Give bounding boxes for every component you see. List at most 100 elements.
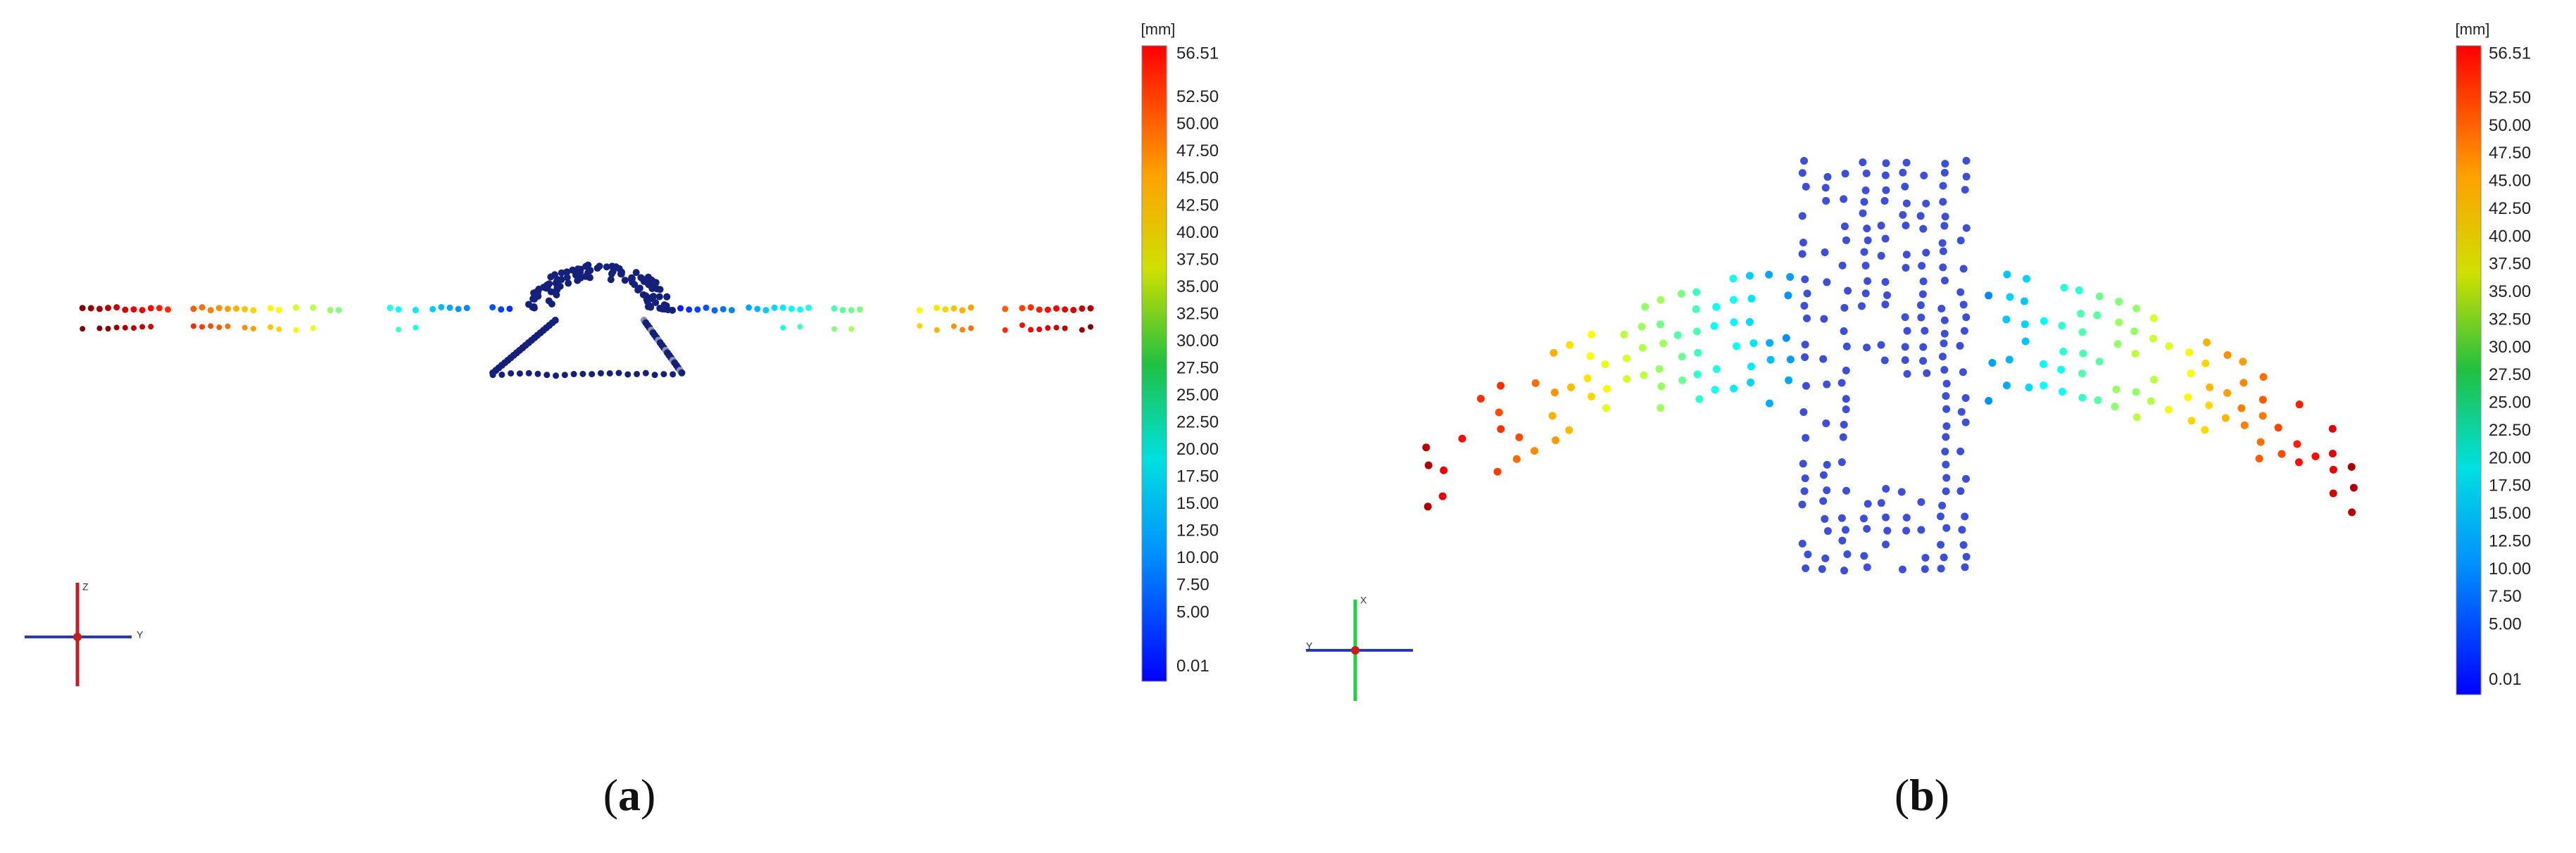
point	[1956, 288, 1965, 296]
point	[516, 370, 523, 377]
point	[2115, 318, 2123, 327]
point	[569, 266, 577, 274]
point	[1711, 386, 1719, 394]
point	[96, 325, 103, 331]
colorbar-label: 32.50	[2489, 310, 2531, 329]
point	[621, 277, 629, 284]
point	[848, 307, 855, 314]
colorbar-label: 52.50	[1176, 87, 1219, 106]
point	[1587, 392, 1595, 400]
point	[1918, 290, 1927, 298]
point	[1942, 392, 1950, 400]
point	[545, 297, 553, 305]
point	[1919, 277, 1928, 286]
point	[1881, 278, 1890, 286]
colorbar-label: 56.51	[2489, 44, 2531, 63]
point	[916, 307, 923, 314]
point	[327, 307, 334, 314]
colorbar-unit: [mm]	[1141, 20, 1176, 38]
point	[241, 305, 249, 312]
point	[1985, 291, 1993, 300]
point	[130, 325, 137, 331]
point	[1710, 322, 1719, 330]
point	[1940, 277, 1949, 285]
point	[1766, 355, 1775, 364]
point	[293, 327, 299, 334]
point	[1657, 296, 1665, 304]
point	[2060, 284, 2068, 292]
point	[677, 305, 684, 312]
point	[1840, 567, 1849, 575]
point	[113, 304, 120, 311]
point	[746, 304, 753, 311]
point	[2184, 393, 2192, 402]
point	[2132, 304, 2141, 312]
point	[1799, 239, 1807, 247]
point	[2311, 452, 2320, 460]
point	[2295, 400, 2304, 409]
point	[1883, 526, 1892, 535]
colorbar-label: 22.50	[1176, 413, 1219, 432]
point	[156, 305, 163, 312]
point	[728, 307, 735, 314]
colorbar-label: 27.50	[2489, 365, 2531, 384]
point	[636, 284, 643, 292]
point	[660, 371, 667, 378]
point	[1962, 172, 1971, 181]
point	[293, 304, 300, 311]
colorbar-label: 0.01	[2489, 670, 2522, 689]
point	[1939, 247, 1947, 255]
point	[1937, 304, 1946, 312]
point	[1922, 248, 1930, 257]
point	[2201, 426, 2209, 434]
point	[164, 306, 171, 313]
point	[1678, 353, 1686, 361]
point	[678, 369, 685, 377]
triad-label: Z	[82, 581, 89, 593]
point	[1677, 289, 1685, 298]
point	[2293, 440, 2301, 448]
point	[250, 326, 256, 332]
point	[670, 371, 677, 378]
point	[762, 307, 769, 314]
point	[2093, 311, 2101, 320]
point	[2150, 375, 2159, 384]
point	[1898, 565, 1906, 574]
point	[1840, 420, 1848, 429]
point	[2206, 383, 2214, 391]
point	[1804, 550, 1812, 559]
colorbar-unit: [mm]	[2456, 20, 2490, 38]
point	[1941, 448, 1949, 456]
point	[1512, 455, 1521, 463]
point	[1842, 395, 1850, 403]
point	[1566, 341, 1574, 349]
point	[1859, 209, 1867, 217]
colorbar-label: 10.00	[1176, 548, 1219, 567]
point	[2094, 396, 2102, 405]
point	[1782, 334, 1790, 342]
point	[1657, 382, 1666, 391]
point	[105, 326, 111, 332]
point	[2328, 449, 2337, 457]
point	[2203, 338, 2211, 346]
point	[1638, 343, 1647, 352]
point	[563, 274, 571, 282]
point	[2205, 401, 2213, 410]
point	[1424, 503, 1432, 511]
point	[1883, 291, 1892, 299]
point	[387, 304, 394, 311]
point	[1958, 526, 1966, 534]
point	[1877, 341, 1885, 349]
point	[2078, 328, 2087, 336]
point	[1942, 474, 1951, 482]
point	[1956, 487, 1965, 495]
point	[1901, 356, 1909, 365]
point	[1940, 222, 1949, 230]
point	[606, 369, 613, 377]
point	[711, 307, 718, 314]
triad-origin	[73, 633, 82, 641]
colorbar-label: 50.00	[1176, 115, 1219, 134]
point	[632, 269, 640, 277]
point	[1823, 278, 1831, 286]
colorbar-label: 45.00	[2489, 172, 2531, 191]
